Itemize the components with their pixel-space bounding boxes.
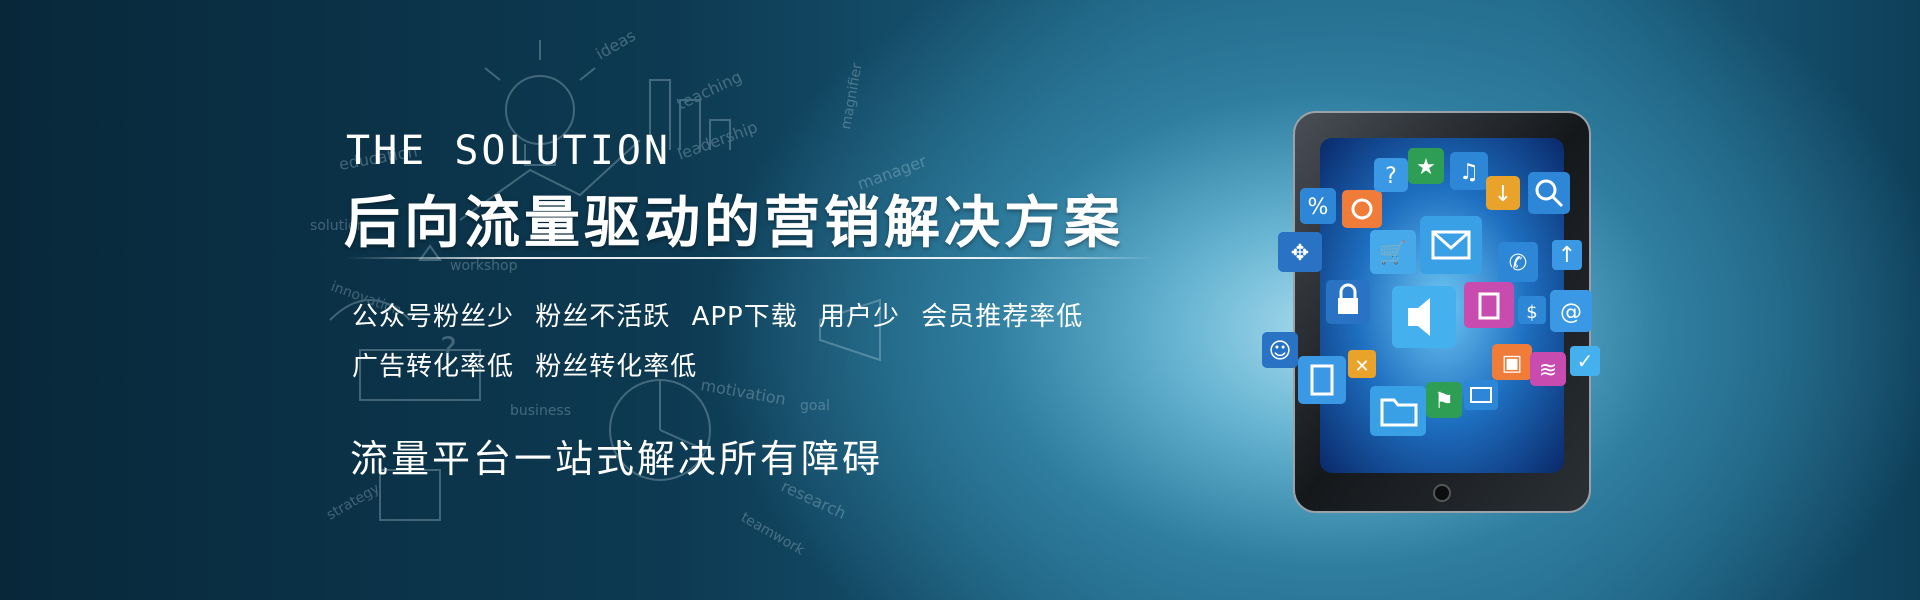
svg-text:?: ?	[1385, 164, 1397, 189]
svg-text:✆: ✆	[1509, 251, 1527, 276]
camera-icon	[1342, 190, 1382, 228]
doodle-word: leadership	[675, 117, 760, 163]
svg-text:▣: ▣	[1502, 351, 1523, 376]
check-icon: ✓	[1570, 346, 1600, 376]
svg-text:★: ★	[1416, 155, 1436, 180]
app-icon-cloud: % ? ★ ♫ ↓ ✥ 🛒 ✆ ↑ $ @ ☺ ✕ ⚑ ▣ ≋ ✓	[1262, 148, 1600, 436]
at-icon: @	[1550, 290, 1592, 332]
pain-point: 广告转化率低	[352, 352, 515, 382]
svg-text:%: %	[1308, 195, 1329, 220]
doodle-word: solution	[310, 218, 365, 234]
doodle-word: teaching	[674, 67, 745, 114]
svg-text:↓: ↓	[1494, 182, 1512, 207]
pain-point: 粉丝不活跃	[535, 302, 671, 332]
doodle-word: research	[778, 476, 849, 522]
music-icon: ♫	[1450, 152, 1488, 190]
svg-text:✕: ✕	[1354, 356, 1369, 377]
svg-text:☺: ☺	[1269, 339, 1292, 364]
rss-icon: ≋	[1530, 352, 1566, 386]
doodle-word: magnifier	[838, 62, 865, 131]
cart-icon: 🛒	[1370, 230, 1416, 274]
percent-icon: %	[1300, 188, 1336, 224]
svg-text:♫: ♫	[1459, 160, 1479, 185]
star-icon: ★	[1408, 148, 1444, 184]
upload-icon: ↑	[1552, 240, 1582, 270]
svg-text:$: $	[1526, 302, 1537, 323]
svg-text:@: @	[1560, 300, 1582, 325]
mail-icon	[1420, 216, 1482, 274]
dollar-icon: $	[1518, 296, 1546, 324]
svg-text:≋: ≋	[1539, 358, 1557, 383]
tablet-illustration: % ? ★ ♫ ↓ ✥ 🛒 ✆ ↑ $ @ ☺ ✕ ⚑ ▣ ≋ ✓	[1262, 111, 1600, 513]
user-icon: ☺	[1262, 332, 1298, 368]
tagline: 流量平台一站式解决所有障碍	[350, 437, 884, 481]
lock-icon	[1326, 280, 1370, 324]
phone-icon: ✆	[1498, 242, 1538, 282]
svg-text:✓: ✓	[1577, 349, 1594, 373]
speaker-icon	[1392, 286, 1456, 348]
pain-points-line-1: 公众号粉丝少 粉丝不活跃 APP下载 用户少 会员推荐率低	[352, 296, 1095, 333]
close-icon: ✕	[1348, 350, 1376, 378]
doodle-word: business	[510, 403, 571, 419]
pain-point: 用户少	[818, 302, 900, 332]
trash-icon	[1464, 282, 1514, 328]
divider	[346, 257, 1156, 259]
search-icon	[1528, 172, 1570, 214]
doodle-word: strategy	[324, 480, 383, 523]
svg-text:⚑: ⚑	[1434, 389, 1454, 414]
doodle-word: workshop	[450, 258, 518, 274]
headline-en: THE SOLUTION	[346, 128, 671, 174]
doodle-word: teamwork	[738, 510, 808, 559]
doodle-background: ideas teaching education leadership magn…	[310, 26, 929, 559]
question-icon: ?	[1374, 158, 1408, 192]
flag-icon: ⚑	[1426, 382, 1462, 418]
calculator-icon	[1298, 356, 1346, 404]
doodle-word: motivation	[699, 375, 787, 409]
pain-point: 会员推荐率低	[921, 302, 1084, 332]
pain-point: 粉丝转化率低	[535, 352, 698, 382]
save-icon: ▣	[1492, 344, 1532, 380]
pain-point: APP下载	[691, 302, 798, 332]
doodle-symbol: ?	[440, 330, 457, 368]
svg-text:✥: ✥	[1291, 241, 1309, 266]
svg-text:↑: ↑	[1558, 243, 1576, 268]
gamepad-icon: ✥	[1278, 232, 1322, 272]
home-button	[1433, 484, 1451, 502]
pain-point: 公众号粉丝少	[352, 302, 515, 332]
download-icon: ↓	[1486, 176, 1520, 210]
headline-cn: 后向流量驱动的营销解决方案	[344, 191, 1124, 256]
card-icon	[1464, 380, 1498, 410]
doodle-word: ideas	[593, 26, 639, 64]
doodle-word: goal	[800, 398, 830, 414]
svg-text:🛒: 🛒	[1379, 240, 1406, 266]
folder-icon	[1370, 386, 1426, 436]
pain-points-line-2: 广告转化率低 粉丝转化率低	[352, 346, 709, 383]
